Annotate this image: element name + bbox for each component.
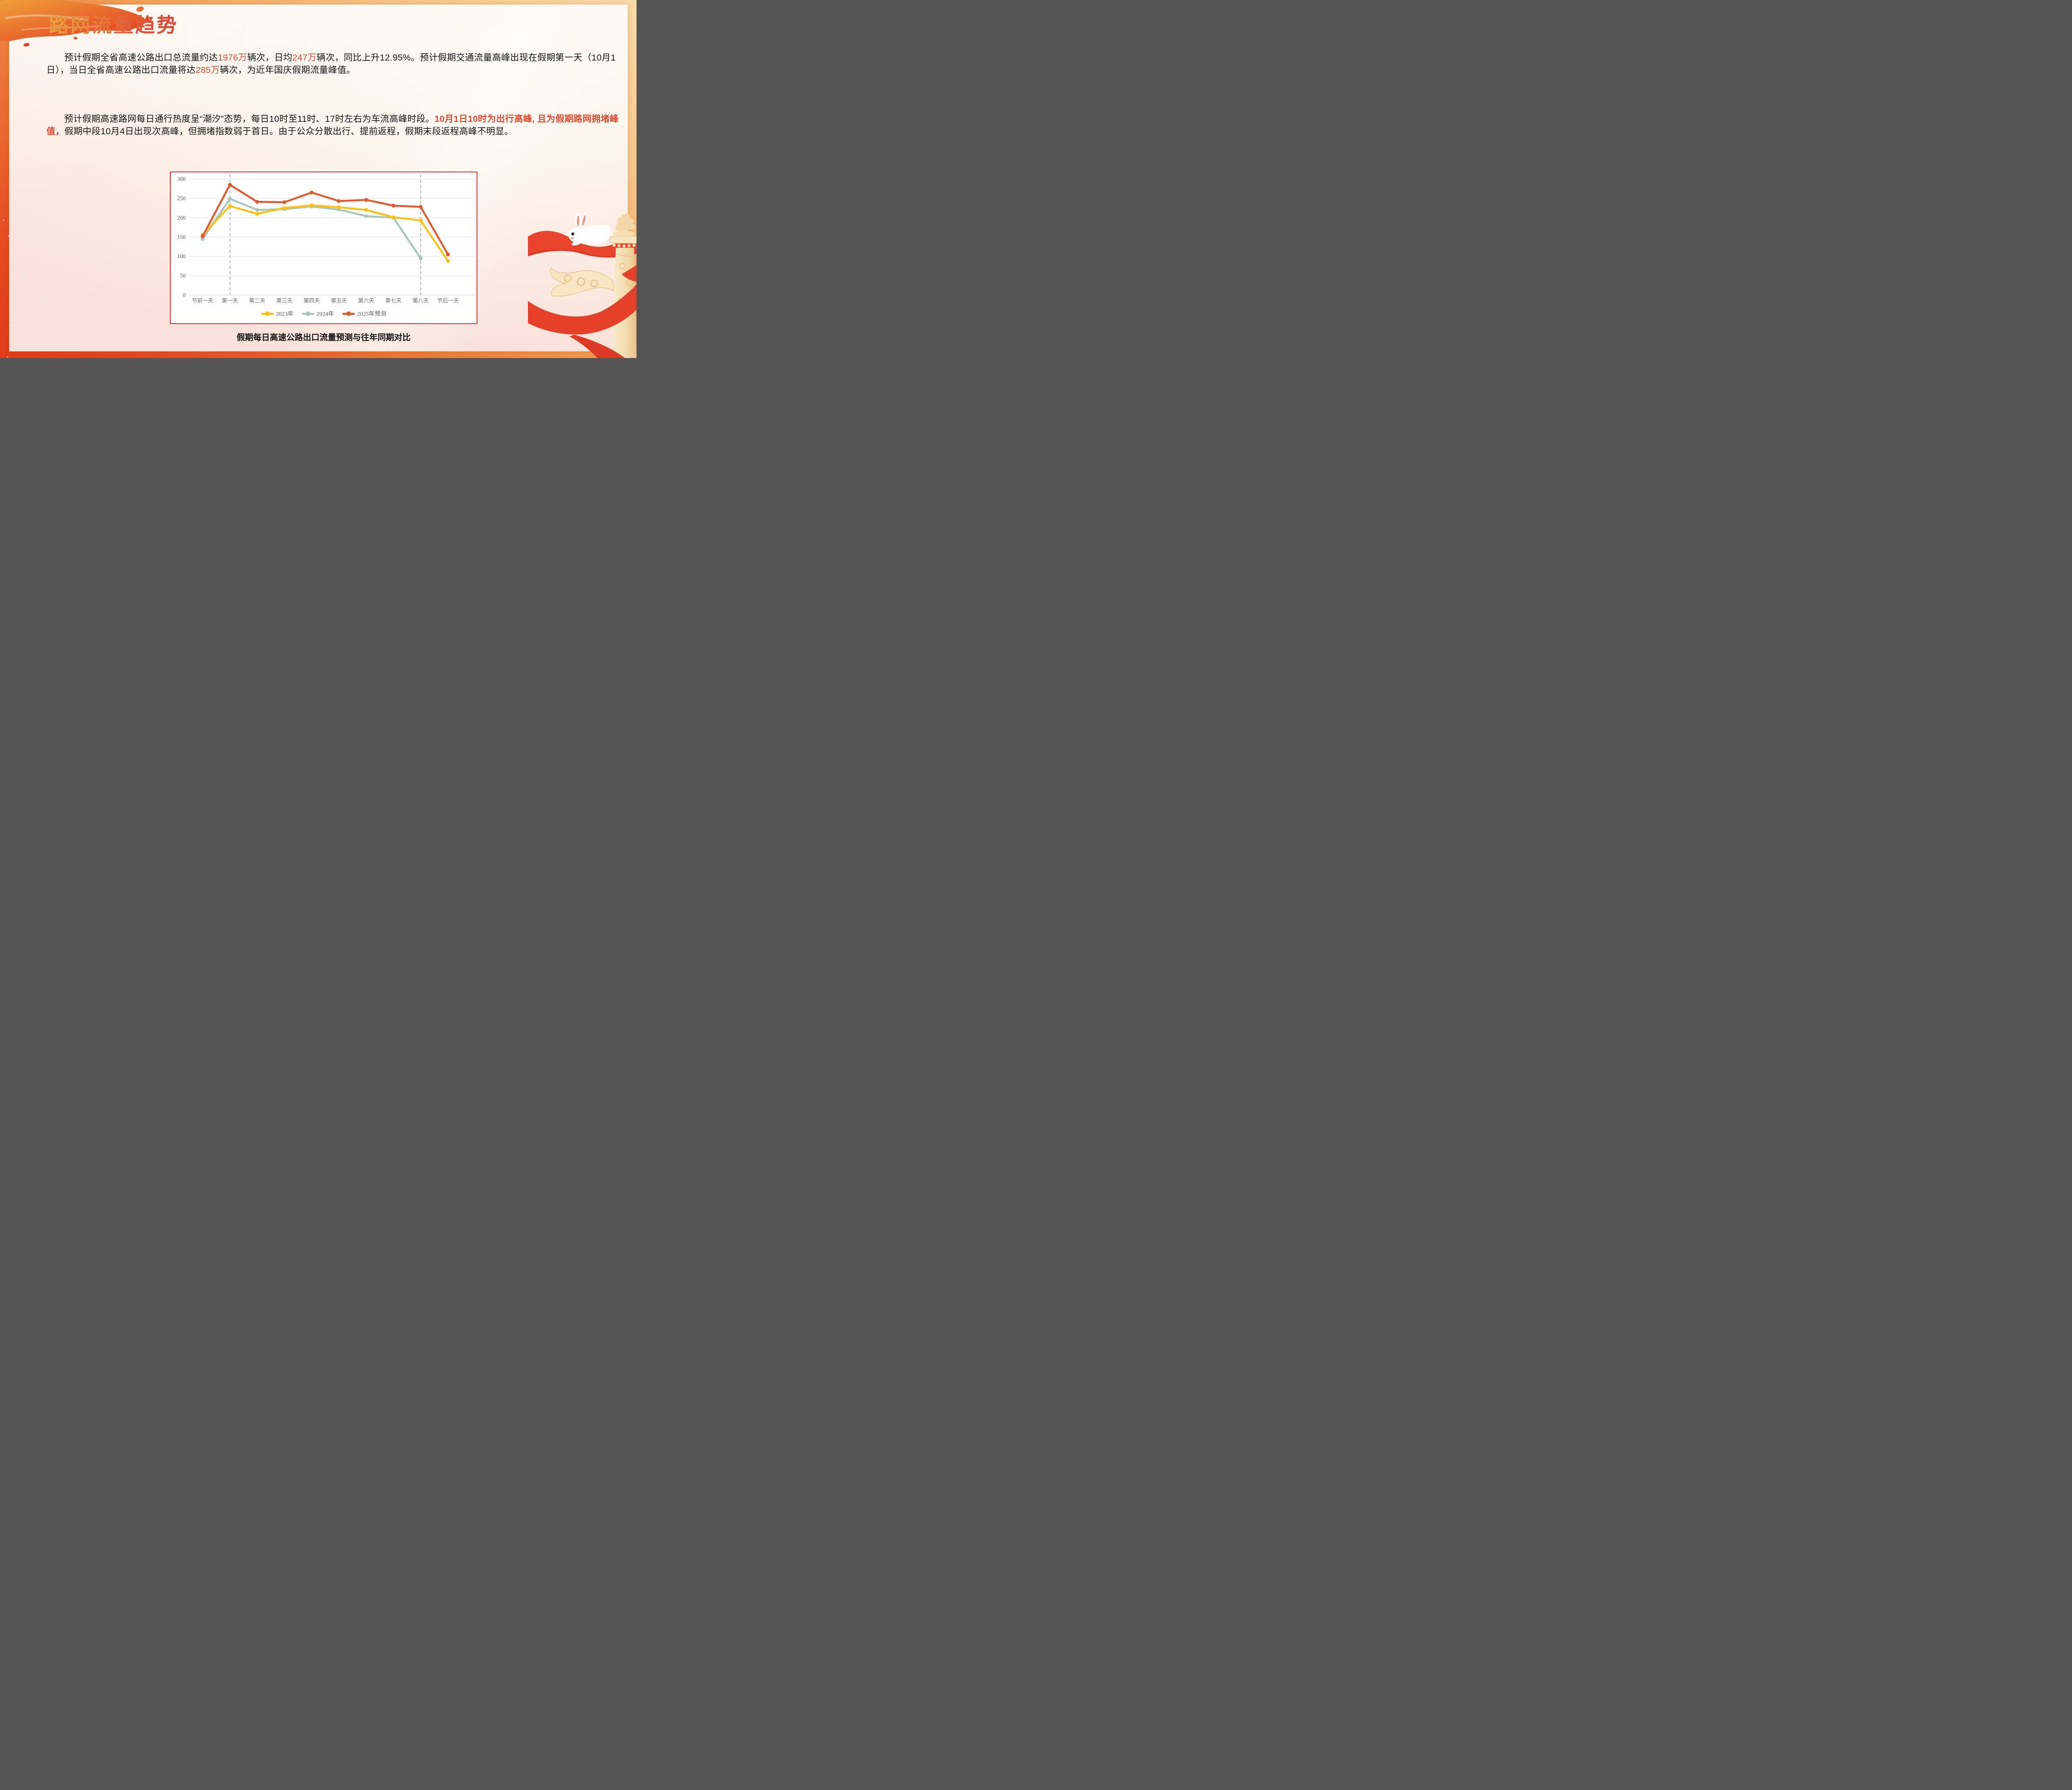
slide: 路网流量趋势 预计假期全省高速公路出口总流量约达1976万辆次，日均247万辆次…	[0, 0, 637, 358]
legend-item-2024年: 2024年	[302, 310, 334, 318]
red-ribbon-lower	[528, 265, 637, 358]
p2-seg-normal-2: 假期中段10月4日出现次高峰，但拥堵指数弱于首日。由于公众分散出行、提前返程，假…	[64, 126, 513, 136]
series-2025年预测	[201, 183, 450, 256]
p1-seg-normal-3: 辆次，同比上升12.95%。预计假期交通流量高峰出现在假期第一天（10月1日），…	[46, 53, 616, 75]
p1-highlight-247: 247万	[292, 53, 317, 63]
rabbit-icon	[568, 213, 611, 246]
y-tick-50: 50	[180, 273, 186, 279]
p2-highlight-peak: 10月1日10时为出行高峰, 且为假期路网拥堵峰值，	[46, 114, 619, 136]
x-tick-第五天: 第五天	[331, 298, 347, 304]
huabiao-pillar	[610, 213, 637, 358]
sparkle-dots-left	[3, 220, 4, 221]
brush-stroke-decoration	[0, 0, 150, 47]
p1-highlight-1976: 1976万	[218, 53, 247, 63]
x-tick-第四天: 第四天	[304, 298, 320, 304]
legend-marker-icon	[342, 312, 355, 315]
y-tick-0: 0	[183, 292, 186, 298]
legend-marker-icon	[302, 312, 314, 315]
chart-legend: 2023年 2024年 2025年预测	[171, 305, 477, 322]
legend-label: 2023年	[276, 311, 293, 317]
x-tick-节后一天: 节后一天	[437, 298, 459, 304]
x-tick-第六天: 第六天	[358, 298, 374, 304]
p1-seg-normal-2: 辆次，日均	[247, 53, 293, 63]
festive-decoration	[528, 213, 637, 358]
legend-label: 2024年	[317, 311, 334, 317]
paragraph-traffic-total: 预计假期全省高速公路出口总流量约达1976万辆次，日均247万辆次，同比上升12…	[46, 51, 627, 76]
legend-item-2025年预测: 2025年预测	[342, 310, 386, 318]
y-tick-200: 200	[177, 215, 186, 221]
series-2023年	[201, 203, 450, 263]
x-tick-第三天: 第三天	[276, 298, 293, 304]
paragraph-tidal-pattern: 预计假期高速路网每日通行热度呈“潮汐”态势，每日10时至11时、17时左右为车流…	[46, 113, 627, 138]
chart-caption: 假期每日高速公路出口流量预测与往年同期对比	[237, 333, 411, 342]
legend-label: 2025年预测	[357, 311, 386, 317]
x-tick-节前一天: 节前一天	[192, 298, 213, 304]
cloud-motif	[549, 267, 614, 297]
y-tick-300: 300	[177, 176, 186, 182]
legend-marker-icon	[261, 312, 274, 315]
x-tick-第七天: 第七天	[385, 298, 402, 304]
x-tick-第二天: 第二天	[249, 298, 265, 304]
y-tick-150: 150	[177, 234, 186, 240]
legend-item-2023年: 2023年	[261, 310, 293, 318]
p1-seg-normal-1: 预计假期全省高速公路出口总流量约达	[64, 53, 218, 63]
y-tick-100: 100	[177, 253, 186, 259]
p1-seg-normal-4: 辆次，为近年国庆假期流量峰值。	[220, 65, 356, 75]
page-title: 路网流量趋势	[49, 15, 179, 36]
p1-highlight-285: 285万	[195, 65, 220, 75]
traffic-line-chart: 0 50 100 150 200 250 300 节前一天 第一天 第二天 第三天 第四天 第五天 第六天…	[170, 172, 477, 324]
x-tick-第一天: 第一天	[222, 298, 238, 304]
p2-seg-normal-1: 预计假期高速路网每日通行热度呈“潮汐”态势，每日10时至11时、17时左右为车流…	[64, 114, 435, 124]
chart-plot-area: 0 50 100 150 200 250 300 节前一天 第一天 第二天 第三天 第四天 第五天 第六天…	[177, 174, 475, 304]
x-tick-第八天: 第八天	[413, 298, 429, 304]
y-tick-250: 250	[177, 195, 186, 201]
